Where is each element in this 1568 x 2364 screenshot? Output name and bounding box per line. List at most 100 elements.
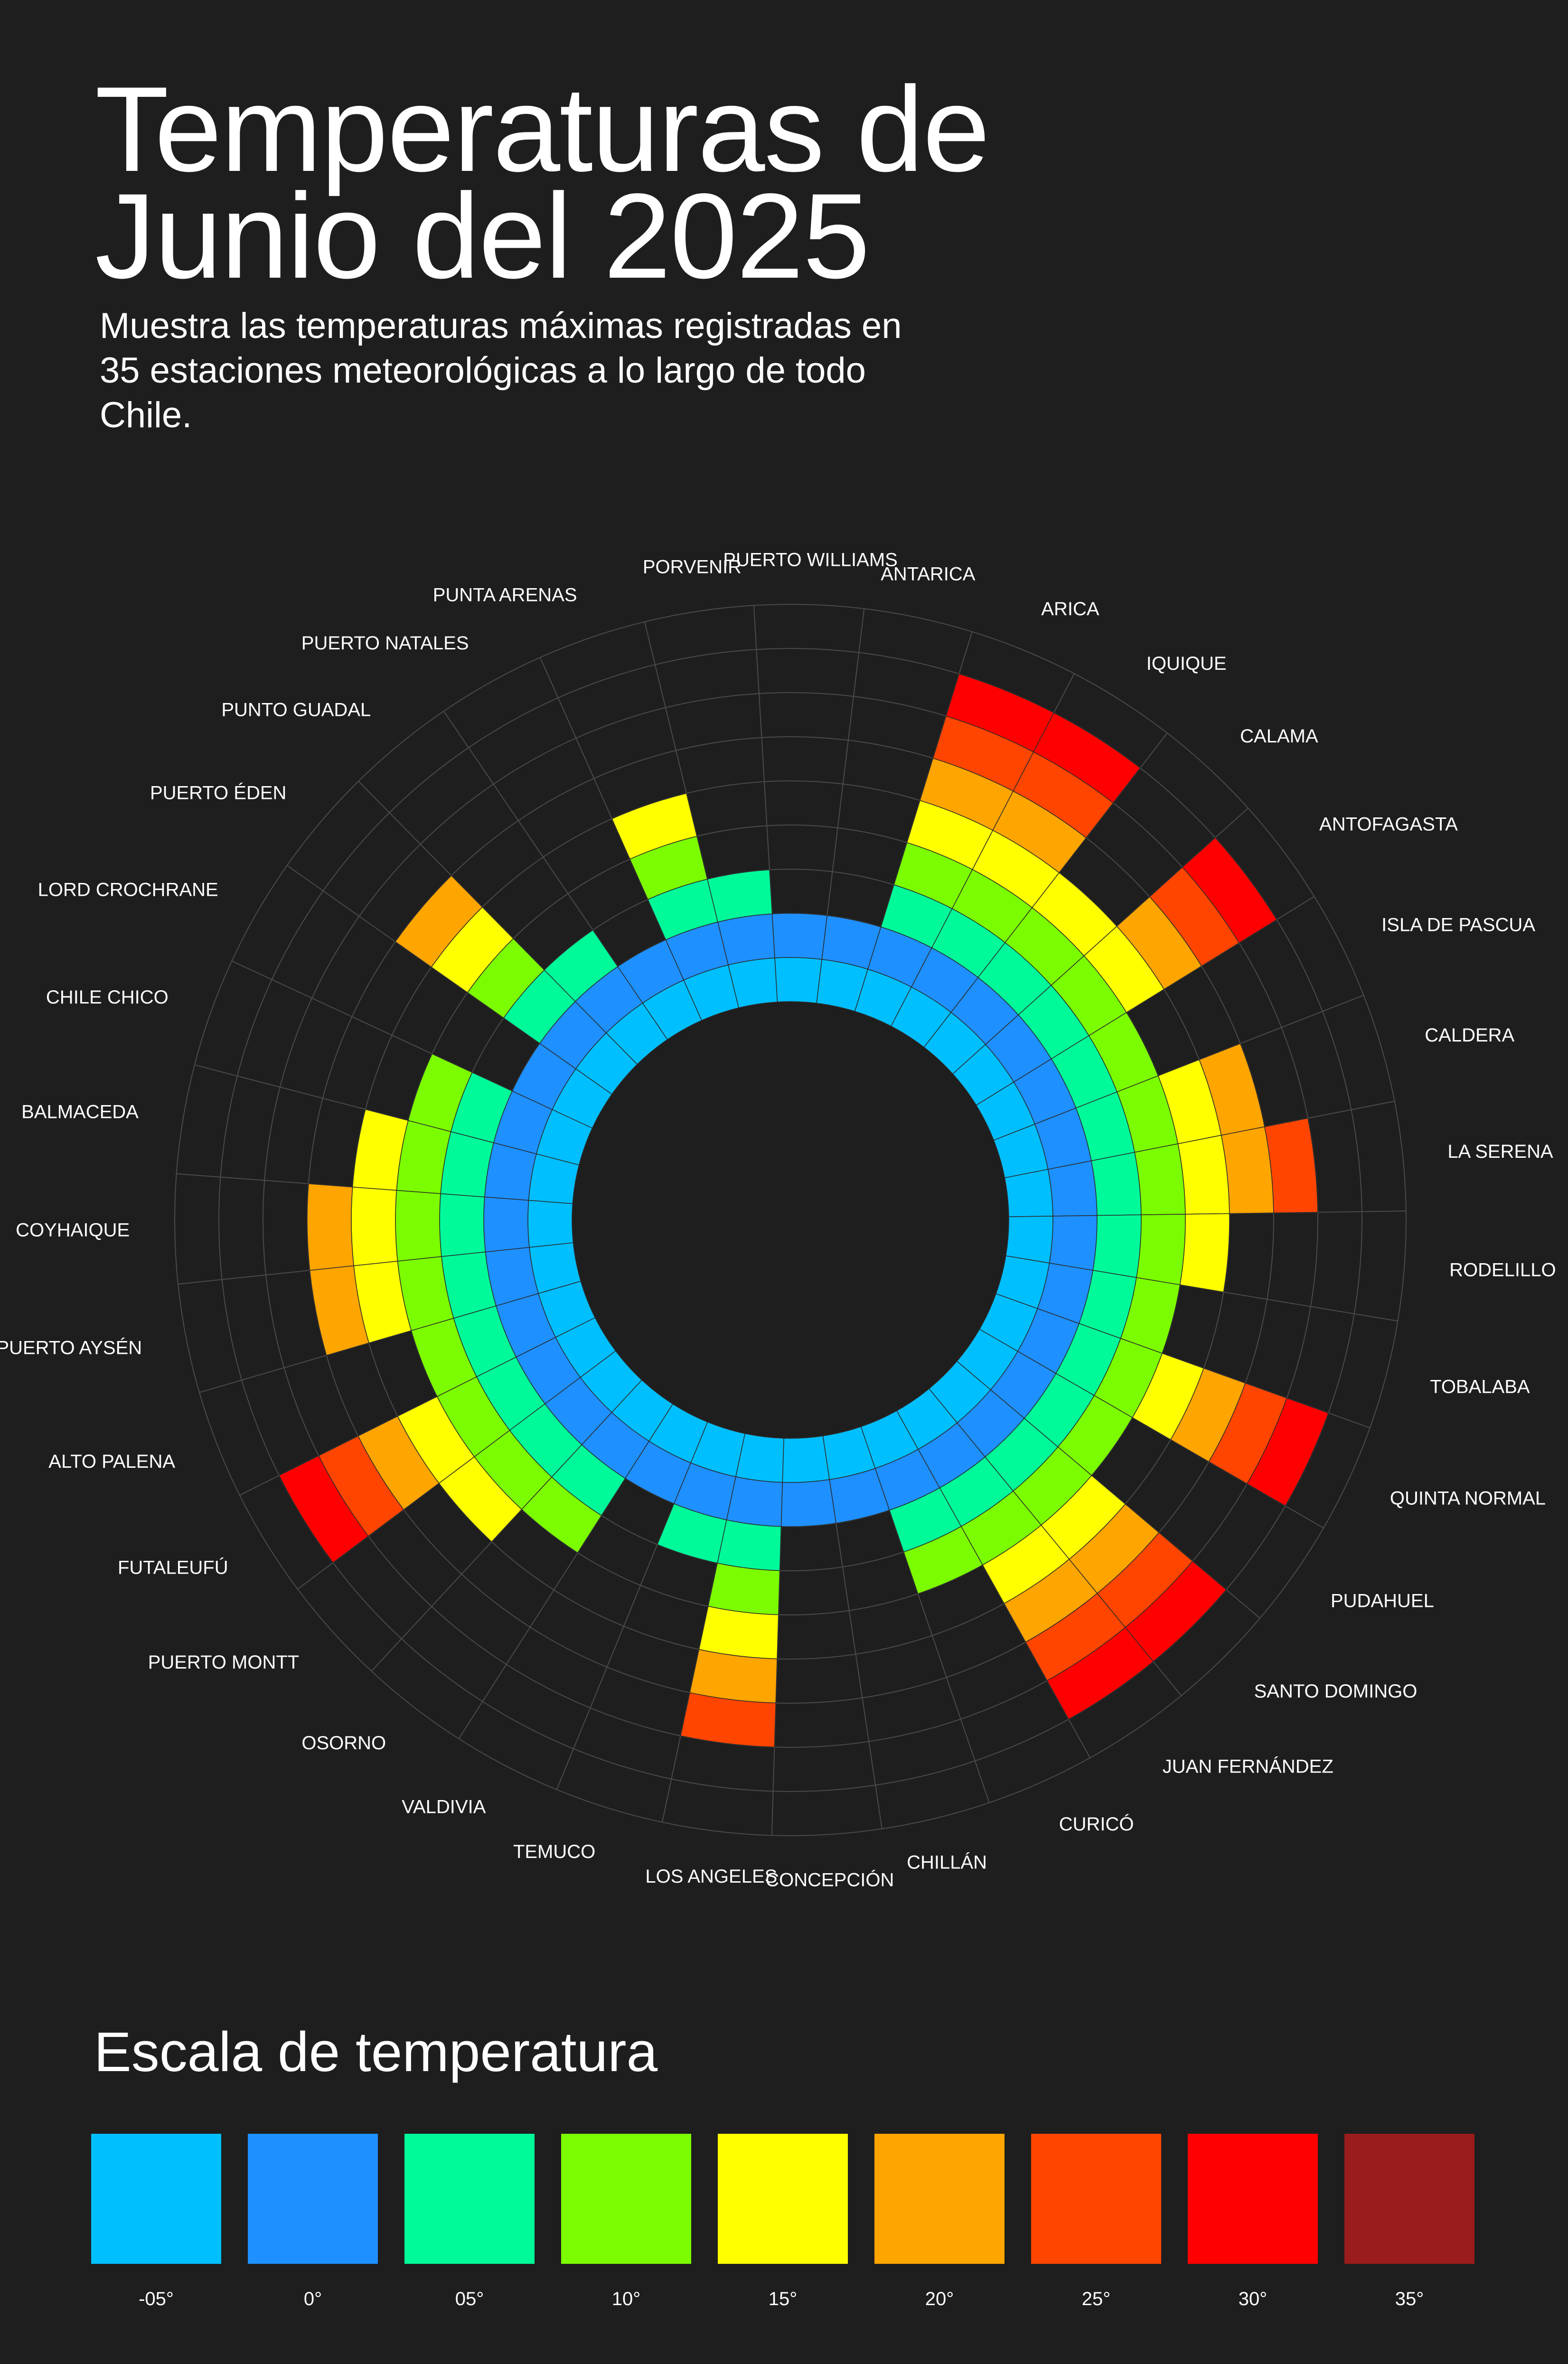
bar-segment	[780, 1479, 836, 1527]
station-bar	[979, 1293, 1329, 1507]
legend-swatch	[1344, 2134, 1474, 2264]
station-label: SANTO DOMINGO	[1254, 1681, 1418, 1702]
station-label: PUDAHUEL	[1331, 1591, 1434, 1612]
station-label: RODELILLO	[1449, 1259, 1556, 1280]
station-label: PUERTO WILLIAMS	[723, 550, 898, 571]
legend-label: 20°	[925, 2289, 954, 2309]
bar-segment	[657, 1503, 727, 1564]
station-label: IQUIQUE	[1146, 653, 1227, 674]
station-bar	[278, 1317, 616, 1563]
station-bar	[407, 1053, 593, 1166]
bar-segment	[680, 1692, 776, 1748]
subtitle: Muestra las temperaturas máximas registr…	[100, 306, 902, 435]
legend-label: 30°	[1238, 2289, 1268, 2309]
grid-ring	[218, 648, 1362, 1792]
station-label: BALMACEDA	[21, 1102, 139, 1123]
bar-segment	[395, 1190, 442, 1262]
station-label: TOBALABA	[1430, 1377, 1530, 1398]
bar-segment	[1047, 1160, 1098, 1217]
station-label: CURICÓ	[1059, 1813, 1134, 1835]
bar-segment	[698, 1605, 779, 1660]
station-bar	[780, 1435, 836, 1527]
station-label: TEMUCO	[513, 1841, 595, 1862]
station-label: QUINTA NORMAL	[1390, 1488, 1546, 1509]
legend-swatch	[91, 2134, 221, 2264]
legend-item: 05°	[404, 2134, 535, 2310]
bar-segment	[527, 1200, 574, 1248]
legend-item: 35°	[1344, 2134, 1474, 2310]
station-label: CHILE CHICO	[46, 987, 169, 1008]
bar-segment	[1264, 1117, 1318, 1213]
bar-segment	[726, 1476, 783, 1527]
station-label: PUERTO MONTT	[148, 1652, 300, 1673]
temperature-legend: -05° 0° 05° 10° 15° 20° 25° 30° 35°	[91, 2134, 1474, 2309]
legend-label: 0°	[303, 2289, 322, 2309]
grid-ring	[263, 692, 1318, 1748]
legend-label: 35°	[1395, 2289, 1424, 2309]
bar-segment	[307, 1183, 354, 1271]
bar-segment	[483, 1196, 530, 1253]
station-bar	[307, 1183, 574, 1271]
legend-swatch	[404, 2134, 535, 2264]
station-bar	[617, 939, 703, 1040]
bar-segment	[1177, 1135, 1230, 1215]
bar-segment	[782, 1435, 830, 1483]
station-label: ANTOFAGASTA	[1319, 814, 1458, 835]
station-label: JUAN FERNÁNDEZ	[1163, 1755, 1333, 1777]
station-bar	[928, 1360, 1227, 1662]
legend-item: 25°	[1031, 2134, 1161, 2310]
station-label: ARICA	[1041, 599, 1099, 619]
grid-ring	[174, 604, 1407, 1836]
station-label: CHILLÁN	[907, 1851, 987, 1873]
bar-segment	[707, 1562, 780, 1615]
title-line-2: Junio del 2025	[95, 169, 870, 304]
station-label: ALTO PALENA	[48, 1451, 175, 1472]
station-bar	[352, 1109, 580, 1204]
station-label: CALAMA	[1240, 726, 1318, 747]
legend-item: -05°	[91, 2134, 221, 2310]
station-label: ISLA DE PASCUA	[1381, 915, 1535, 936]
station-bar	[707, 869, 778, 1008]
radial-temperature-chart: ANTARICA ARICA IQUIQUE CALAMA ANTOFAGASTA ISL…	[0, 550, 1556, 1891]
station-bar	[891, 712, 1141, 1048]
station-label: VALDIVIA	[402, 1796, 486, 1817]
station-label: LORD CROCHRANE	[38, 880, 218, 901]
bar-segment	[278, 1455, 369, 1563]
bar-segment	[351, 1186, 398, 1266]
title-line-1: Temperaturas de	[95, 62, 990, 197]
station-bar	[993, 1043, 1265, 1179]
station-bar	[956, 1329, 1133, 1476]
station-label: ANTARICA	[881, 564, 976, 585]
legend-swatch	[248, 2134, 378, 2264]
bar-segment	[544, 929, 619, 1002]
station-label: PUNTA ARENAS	[433, 585, 577, 606]
legend-label: -05°	[139, 2289, 174, 2309]
station-bar	[438, 1350, 643, 1542]
station-bar	[309, 1242, 582, 1356]
bar-segment	[1246, 1398, 1329, 1507]
legend-swatch	[1188, 2134, 1318, 2264]
station-bar	[511, 1042, 612, 1129]
title: Temperaturas de Junio del 2025	[95, 62, 990, 304]
bar-segment	[771, 913, 828, 960]
station-bar	[771, 913, 828, 1004]
station-bar	[1005, 1213, 1230, 1293]
bar-segment	[707, 869, 773, 923]
station-label: LOS ANGELES	[645, 1866, 777, 1887]
bar-segment	[717, 913, 775, 966]
bar-segment	[394, 875, 483, 968]
station-bar	[860, 1410, 983, 1595]
station-label: LA SERENA	[1447, 1141, 1553, 1162]
station-label: CALDERA	[1425, 1025, 1514, 1046]
station-bar	[657, 1421, 746, 1564]
legend-label: 15°	[768, 2289, 798, 2309]
legend-swatch	[874, 2134, 1005, 2264]
legend-item: 15°	[718, 2134, 848, 2310]
legend-swatch	[718, 2134, 848, 2264]
legend-item: 10°	[561, 2134, 691, 2310]
station-label: OSORNO	[301, 1733, 386, 1754]
bar-segment	[1004, 1169, 1053, 1218]
bar-segment	[1046, 1627, 1154, 1720]
station-bar	[976, 1012, 1159, 1141]
station-label: CONCEPCIÓN	[765, 1869, 894, 1891]
